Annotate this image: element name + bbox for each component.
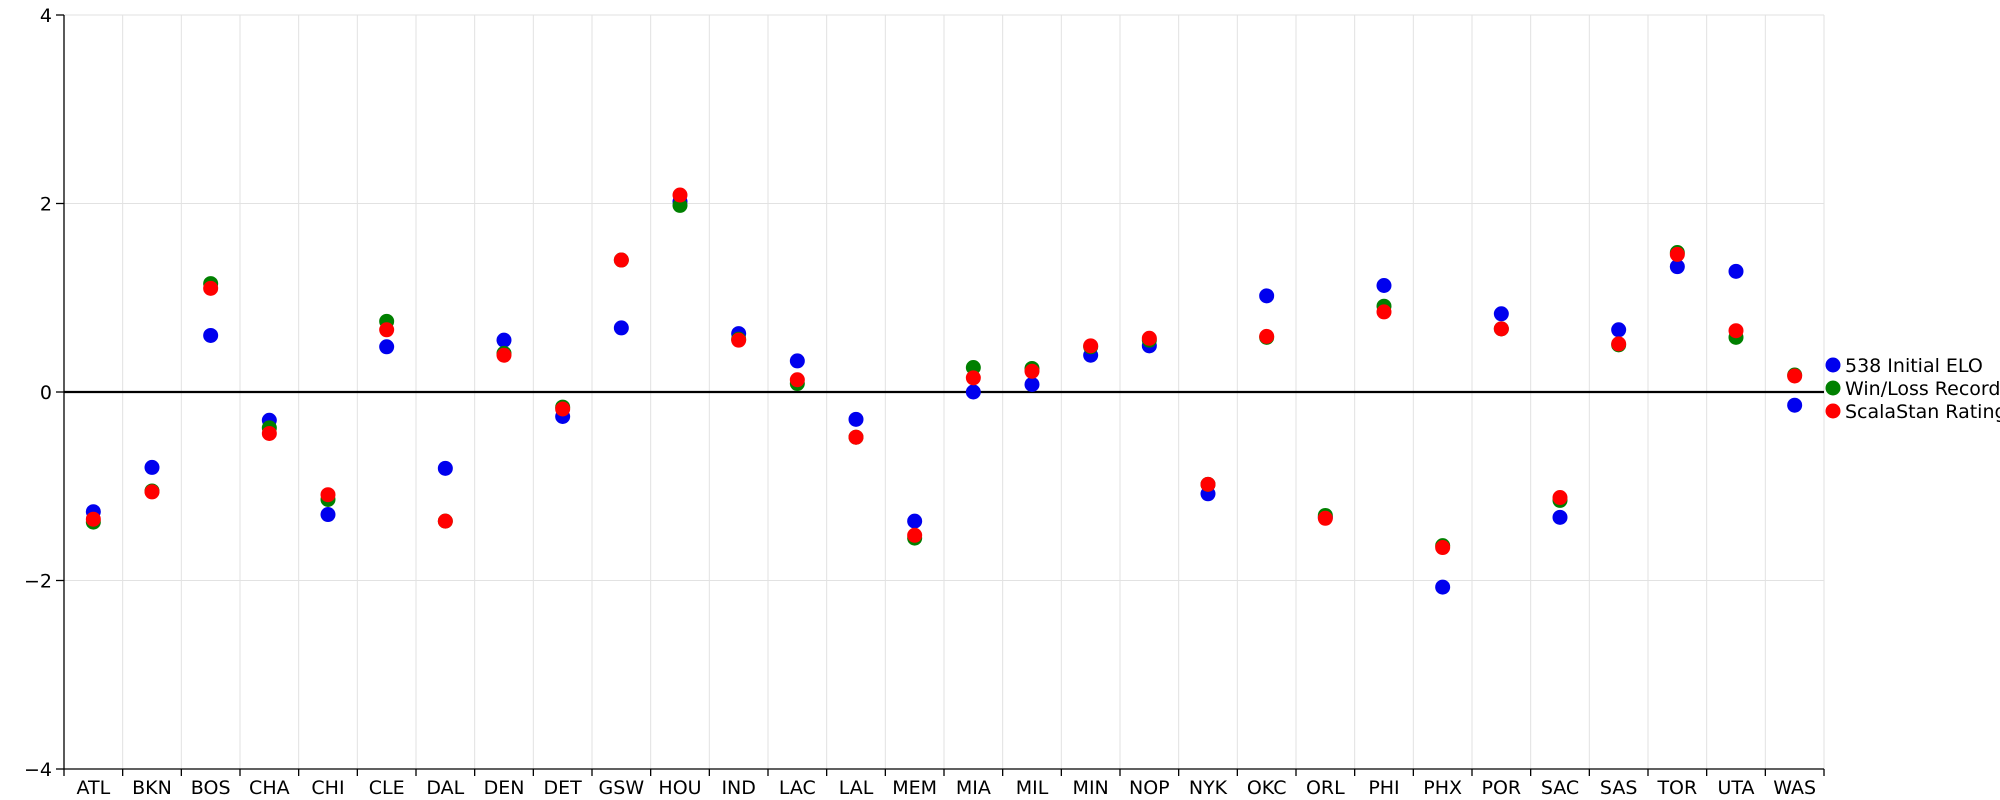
x-tick-label: SAC <box>1541 777 1579 799</box>
data-point <box>1200 476 1216 492</box>
data-point <box>379 339 395 355</box>
x-tick-label: DAL <box>426 777 464 799</box>
x-tick-label: MEM <box>892 777 937 799</box>
y-tick-label: 0 <box>40 382 52 404</box>
data-point <box>496 347 512 363</box>
x-tick-label: HOU <box>658 777 701 799</box>
data-point <box>613 320 629 336</box>
x-tick-label: LAL <box>839 777 874 799</box>
x-tick-label: MIN <box>1073 777 1109 799</box>
data-point <box>1611 336 1627 352</box>
x-tick-label: BOS <box>191 777 231 799</box>
x-tick-label: DET <box>544 777 583 799</box>
x-tick-label: POR <box>1482 777 1522 799</box>
x-tick-label: CHA <box>249 777 290 799</box>
data-point <box>731 332 747 348</box>
data-point <box>848 429 864 445</box>
data-point <box>496 332 512 348</box>
data-point <box>1083 338 1099 354</box>
data-point <box>1435 540 1451 556</box>
data-point <box>203 327 219 343</box>
legend-marker <box>1825 380 1841 396</box>
data-point <box>1787 397 1803 413</box>
data-point <box>613 252 629 268</box>
data-point <box>1493 321 1509 337</box>
x-tick-label: SAS <box>1600 777 1637 799</box>
data-point <box>907 527 923 543</box>
data-point <box>85 511 101 527</box>
x-tick-label: MIA <box>956 777 991 799</box>
y-tick-label: 4 <box>40 5 52 27</box>
legend-marker <box>1825 357 1841 373</box>
data-point <box>1259 288 1275 304</box>
data-point <box>1317 510 1333 526</box>
data-point <box>1024 363 1040 379</box>
data-point <box>320 487 336 503</box>
y-tick-label: −2 <box>24 571 52 593</box>
data-point <box>965 359 981 375</box>
data-point <box>848 411 864 427</box>
x-tick-label: OKC <box>1247 777 1287 799</box>
data-point <box>320 507 336 523</box>
data-point <box>1611 322 1627 338</box>
data-point <box>907 513 923 529</box>
data-point <box>789 372 805 388</box>
legend-label: Win/Loss Record <box>1845 378 2000 400</box>
x-tick-label: UTA <box>1717 777 1754 799</box>
data-point <box>1728 323 1744 339</box>
x-tick-label: DEN <box>484 777 525 799</box>
x-tick-label: LAC <box>779 777 816 799</box>
data-point <box>1552 509 1568 525</box>
data-point <box>672 187 688 203</box>
x-tick-label: PHX <box>1423 777 1462 799</box>
data-point <box>965 370 981 386</box>
data-point <box>1141 330 1157 346</box>
data-point <box>1024 376 1040 392</box>
x-tick-label: NOP <box>1129 777 1170 799</box>
data-point <box>261 425 277 441</box>
data-point <box>1728 263 1744 279</box>
data-point <box>437 460 453 476</box>
data-point <box>1493 306 1509 322</box>
data-point <box>555 401 571 417</box>
data-point <box>672 197 688 213</box>
x-tick-label: ORL <box>1306 777 1345 799</box>
x-tick-label: ATL <box>76 777 110 799</box>
x-tick-label: MIL <box>1016 777 1049 799</box>
data-points <box>85 187 1803 595</box>
axes: −4 −2 0 2 4 ATL BKN BOS CHA CHI CLE DAL DEN DET GSW HOU… <box>24 5 1825 799</box>
data-point <box>1435 579 1451 595</box>
x-tick-label: BKN <box>132 777 172 799</box>
data-point <box>1669 246 1685 262</box>
data-point <box>1552 490 1568 506</box>
data-point <box>1787 368 1803 384</box>
data-point <box>1259 328 1275 344</box>
data-point <box>203 280 219 296</box>
data-point <box>1376 304 1392 320</box>
data-point <box>144 459 160 475</box>
x-tick-label: IND <box>721 777 755 799</box>
data-point <box>437 513 453 529</box>
x-tick-label: CHI <box>311 777 344 799</box>
data-point <box>789 353 805 369</box>
y-tick-label: −4 <box>24 759 52 781</box>
x-tick-label: CLE <box>369 777 405 799</box>
legend-label: ScalaStan Rating <box>1845 401 2000 423</box>
data-point <box>1669 259 1685 275</box>
x-tick-label: GSW <box>599 777 645 799</box>
legend-label: 538 Initial ELO <box>1845 355 1983 377</box>
data-point <box>965 384 981 400</box>
data-point <box>379 322 395 338</box>
x-tick-label: PHI <box>1368 777 1399 799</box>
legend-marker <box>1825 403 1841 419</box>
x-tick-label: NYK <box>1189 777 1228 799</box>
x-tick-label: WAS <box>1773 777 1816 799</box>
data-point <box>1376 277 1392 293</box>
y-tick-label: 2 <box>40 194 52 216</box>
x-tick-label: TOR <box>1656 777 1697 799</box>
data-point <box>144 484 160 500</box>
